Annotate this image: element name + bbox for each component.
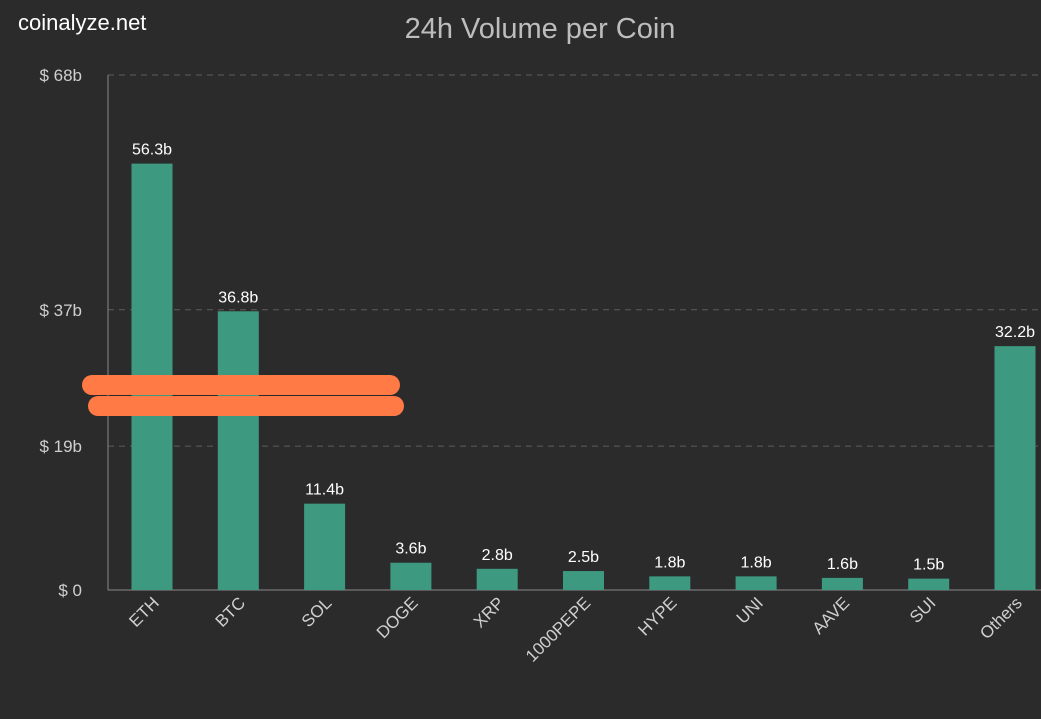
x-tick-label-btc: BTC	[212, 593, 249, 630]
x-tick-label-eth: ETH	[125, 593, 162, 630]
data-label-xrp: 2.8b	[482, 547, 513, 564]
x-tick-label-1000pepe: 1000PEPE	[522, 593, 594, 665]
y-tick-label-2: $ 37b	[39, 301, 82, 320]
data-label-aave: 1.6b	[827, 556, 858, 573]
data-label-1000pepe: 2.5b	[568, 549, 599, 566]
data-label-btc: 36.8b	[218, 289, 258, 306]
data-label-sui: 1.5b	[913, 557, 944, 574]
x-tick-label-aave: AAVE	[809, 593, 854, 638]
site-brand: coinalyze.net	[18, 10, 147, 35]
x-tick-label-hype: HYPE	[634, 593, 680, 639]
data-label-hype: 1.8b	[654, 554, 685, 571]
data-label-eth: 56.3b	[132, 142, 172, 159]
y-tick-label-0: $ 0	[58, 581, 82, 600]
bar-sui	[908, 578, 950, 590]
data-label-sol: 11.4b	[305, 482, 344, 499]
x-tick-label-xrp: XRP	[470, 593, 508, 631]
redaction-scribble	[82, 375, 404, 416]
bar-xrp	[476, 568, 518, 590]
x-tick-label-uni: UNI	[733, 593, 767, 627]
x-tick-label-sol: SOL	[298, 593, 335, 630]
bar-hype	[649, 576, 691, 590]
bar-btc	[217, 311, 259, 590]
bar-1000pepe	[563, 571, 604, 590]
x-tick-label-others: Others	[976, 593, 1026, 643]
bar-uni	[735, 576, 777, 590]
y-tick-label-3: $ 68b	[39, 66, 82, 85]
label-layer: $ 0 $ 19b $ 37b $ 68b 56.3b ETH 36.8b BTC 11.4b S…	[39, 66, 1035, 666]
bar-sol	[304, 503, 346, 590]
x-tick-label-doge: DOGE	[373, 593, 422, 642]
y-tick-label-1: $ 19b	[39, 437, 82, 456]
chart-title: 24h Volume per Coin	[405, 13, 676, 45]
bar-doge	[390, 562, 432, 590]
x-tick-label-sui: SUI	[906, 593, 939, 626]
data-label-uni: 1.8b	[741, 554, 772, 571]
bar-others	[994, 346, 1036, 590]
data-label-doge: 3.6b	[395, 541, 426, 558]
bar-layer	[131, 163, 1036, 590]
bar-aave	[821, 577, 863, 590]
data-label-others: 32.2b	[995, 324, 1035, 341]
